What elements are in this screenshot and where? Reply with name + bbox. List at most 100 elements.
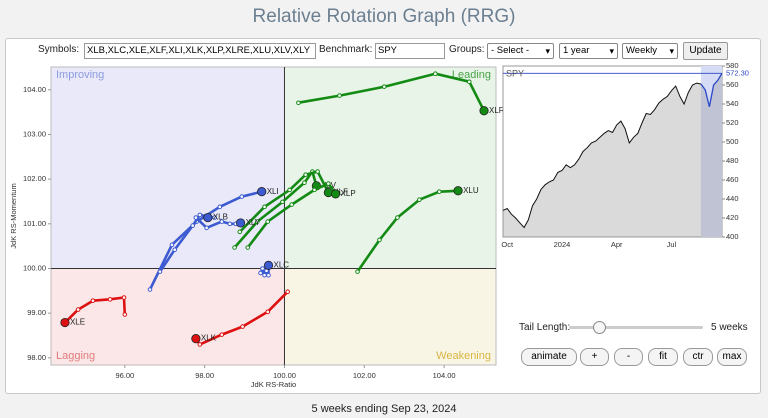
control-button[interactable]: max [717,348,747,366]
series-label: XLB [213,213,228,222]
y-tick-label: 400 [726,232,739,241]
control-button[interactable]: ctr [683,348,713,366]
series-label: XLC [274,260,290,269]
tail-point [289,202,294,207]
tail-head [235,218,246,228]
symbols-input[interactable]: XLB,XLC,XLE,XLF,XLI,XLK,XLP,XLRE,XLU,XLV… [84,43,316,59]
x-tick-label: 2024 [554,240,571,249]
control-button[interactable]: - [614,348,643,366]
tail-point [437,189,442,194]
x-tick-label: 96.00 [115,371,134,380]
tail-point [219,332,225,337]
tail-point [255,219,260,224]
y-tick-label: 99.00 [27,308,46,317]
y-tick-label: 102.00 [23,174,46,183]
series-label: XLE [70,318,85,327]
tail-head [330,189,341,199]
tail-point [326,181,331,186]
x-tick-label: 100.00 [273,371,296,380]
tail-head [257,187,267,197]
tail-point [395,215,400,220]
tail-length-value: 5 weeks [711,322,748,333]
tail-point [239,194,245,199]
y-tick-label: 500 [726,137,739,146]
tail-point [193,215,199,220]
tail-point [266,272,271,278]
quadrant [284,67,496,269]
x-tick-label: 98.00 [195,371,214,380]
tail-length-label: Tail Length: [519,322,571,333]
tail-point [212,215,217,220]
y-tick-label: 100.00 [23,263,46,272]
quadrant [284,268,496,365]
tail-point [237,229,243,235]
tail-point [172,247,178,253]
quadrant [51,67,285,269]
update-button[interactable]: Update [683,42,728,60]
tail-point [232,245,237,250]
tail-slider-track[interactable] [569,326,703,329]
y-tick-label: 580 [726,61,739,70]
quadrant-label: Improving [56,69,104,81]
tail-point [296,100,301,106]
tail-point [121,295,127,300]
benchmark-input[interactable]: SPY [375,43,445,59]
tail-point [147,287,153,292]
tail-point [190,223,195,228]
tail-line [238,170,330,233]
x-tick-label: Oct [501,240,514,249]
period-select[interactable]: 1 year [559,43,618,59]
tail-point [122,312,128,317]
quadrant-label: Lagging [56,350,95,362]
y-tick-label: 540 [726,99,739,108]
x-tick-label: Apr [611,240,623,249]
control-button[interactable]: animate [521,348,577,366]
tail-point [227,221,233,227]
tail-point [312,187,317,193]
frequency-select[interactable]: Weekly [622,43,678,59]
y-tick-label: 440 [726,194,739,203]
series-label: XLP [341,189,356,198]
tail-slider-handle[interactable] [593,321,606,334]
series-label: XLY [246,218,261,227]
quadrant-label: Weakening [436,350,491,362]
control-button[interactable]: + [580,348,609,366]
plot-border [50,66,497,366]
control-button[interactable]: fit [648,348,678,366]
symbols-label: Symbols: [38,44,80,55]
y-tick-label: 420 [726,213,739,222]
tail-point [197,342,203,347]
tail-point [303,172,308,177]
tail-point [75,307,81,312]
y-tick-label: 103.00 [23,129,46,138]
benchmark-label: Benchmark: [319,44,373,55]
series-label: XLK [201,334,217,343]
tail-point [107,297,113,302]
tail-point [217,204,223,210]
tail-point [265,309,271,315]
tail-head [453,186,463,196]
series-label: XLI [267,187,279,196]
x-tick-label: 102.00 [353,371,376,380]
tail-point [417,197,422,202]
y-tick-label: 520 [726,118,739,127]
y-tick-label: 560 [726,80,739,89]
groups-select[interactable]: - Select - [487,43,554,59]
price-line-tail [700,72,723,107]
tail-shade [700,66,722,237]
tail-point [285,289,290,295]
y-tick-label: 460 [726,175,739,184]
tail-head [203,212,213,223]
x-tick-label: Jul [667,240,677,249]
tail-point [169,242,175,248]
tail-point [258,270,263,276]
tail-line [64,296,127,324]
tail-point [302,180,307,186]
tail-point [377,237,382,243]
tail-point [265,219,271,224]
tail-point [157,269,163,274]
quadrant [51,268,285,365]
tail-head [191,334,201,344]
tail-point [433,71,438,77]
